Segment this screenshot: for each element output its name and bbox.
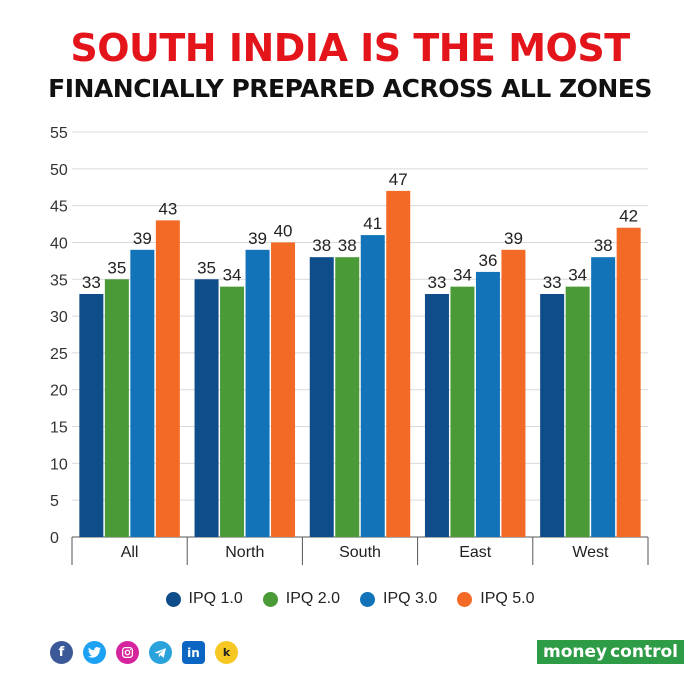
bar [450,286,475,537]
chart-legend: IPQ 1.0 IPQ 2.0 IPQ 3.0 IPQ 5.0 [0,590,700,608]
bar [104,279,129,537]
koo-icon[interactable]: k [215,641,238,664]
legend-marker [262,591,278,607]
bar [501,249,526,537]
legend-item: IPQ 3.0 [360,590,437,608]
data-label: 47 [389,170,408,189]
bar [130,249,155,537]
data-label: 39 [133,229,152,248]
legend-marker [457,591,473,607]
moneycontrol-logo: money control [537,640,684,664]
y-tick-label: 30 [50,309,68,326]
x-tick-label: All [121,544,139,561]
legend-item: IPQ 2.0 [262,590,340,608]
bar [335,257,360,537]
x-tick-label: East [459,544,492,561]
bar [155,220,180,537]
y-tick-label: 10 [50,456,68,473]
data-label: 35 [197,258,216,277]
data-label: 33 [82,273,101,292]
social-links: f in k [50,641,238,664]
bar [271,242,296,538]
y-tick-label: 45 [50,199,68,216]
data-label: 34 [453,266,472,285]
data-label: 36 [478,251,497,270]
data-label: 38 [594,236,613,255]
bar [79,294,104,537]
y-tick-label: 50 [50,162,68,179]
bar [424,294,449,537]
twitter-icon[interactable] [83,641,106,664]
y-tick-label: 5 [50,493,59,510]
y-tick-label: 0 [50,530,59,547]
bar [591,257,616,537]
telegram-icon[interactable] [149,641,172,664]
legend-label: IPQ 3.0 [383,590,438,607]
bar [475,271,500,537]
legend-label: IPQ 1.0 [188,590,243,607]
chart-title-line1: SOUTH INDIA IS THE MOST [70,26,630,70]
y-tick-label: 20 [50,383,68,400]
bar [309,257,334,537]
legend-item: IPQ 5.0 [457,590,535,608]
legend-marker [165,591,181,607]
x-tick-label: West [572,544,609,561]
bar [616,227,641,537]
chart-title-line2: FINANCIALLY PREPARED ACROSS ALL ZONES [48,74,652,103]
data-label: 34 [568,266,587,285]
data-label: 38 [338,236,357,255]
linkedin-icon[interactable]: in [182,641,205,664]
data-label: 35 [107,258,126,277]
data-label: 38 [312,236,331,255]
data-label: 33 [427,273,446,292]
bar [245,249,270,537]
data-label: 39 [248,229,267,248]
bar [540,294,565,537]
data-label: 42 [619,207,638,226]
y-tick-label: 15 [50,420,68,437]
data-label: 40 [274,221,293,240]
facebook-icon[interactable]: f [50,641,73,664]
bar [360,235,385,537]
y-tick-label: 40 [50,235,68,252]
legend-item: IPQ 1.0 [165,590,243,608]
y-tick-label: 35 [50,272,68,289]
bar [220,286,245,537]
y-tick-label: 55 [50,125,68,142]
data-label: 39 [504,229,523,248]
data-label: 33 [543,273,562,292]
x-tick-label: South [339,544,381,561]
x-tick-label: North [225,544,264,561]
data-label: 43 [158,199,177,218]
legend-label: IPQ 2.0 [285,590,340,607]
data-label: 34 [223,266,242,285]
bar [386,190,411,537]
y-tick-label: 25 [50,346,68,363]
bar [194,279,219,537]
logo-control: control [610,640,684,664]
data-label: 41 [363,214,382,233]
legend-label: IPQ 5.0 [480,590,535,607]
legend-marker [360,591,375,607]
instagram-icon[interactable] [116,641,139,664]
logo-money: money [537,640,611,664]
bar [565,286,590,537]
